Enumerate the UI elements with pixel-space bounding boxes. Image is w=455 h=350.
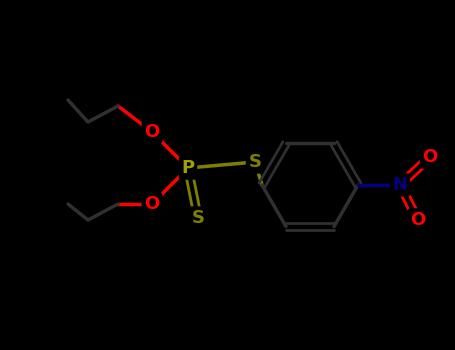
Text: O: O (422, 148, 438, 166)
Text: S: S (248, 153, 262, 171)
Text: O: O (144, 195, 160, 213)
Text: N: N (393, 176, 408, 194)
Text: S: S (192, 209, 204, 227)
Text: O: O (410, 211, 425, 229)
Text: O: O (144, 123, 160, 141)
Text: P: P (182, 159, 195, 177)
